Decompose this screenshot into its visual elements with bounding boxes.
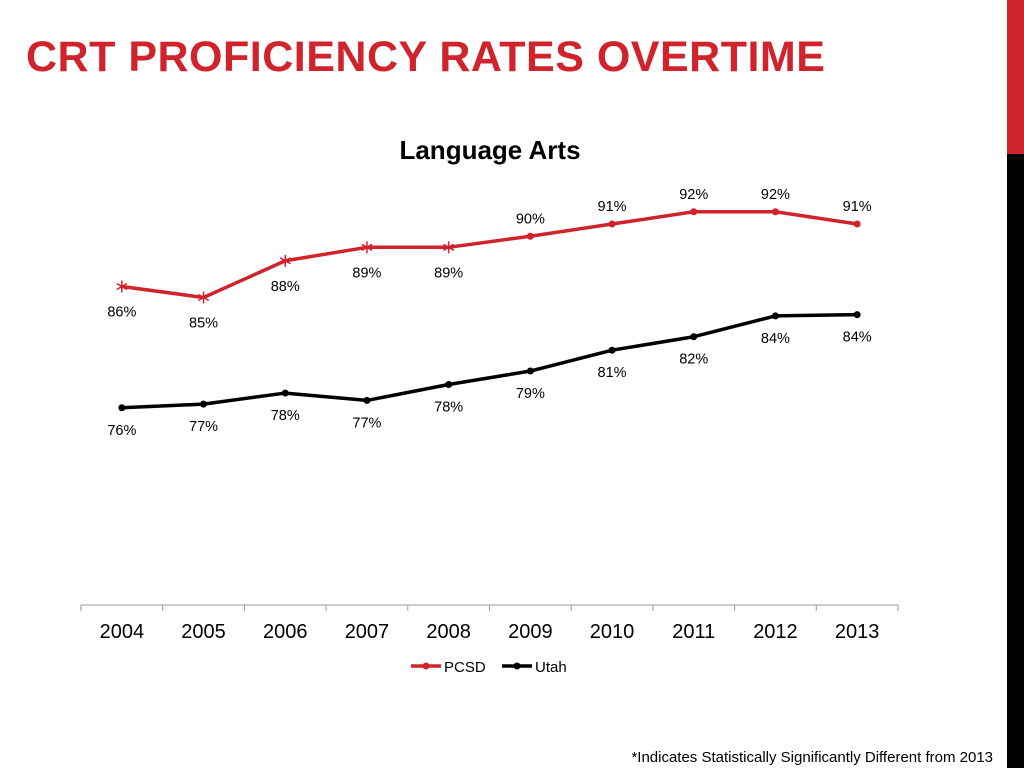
series-line-utah (120, 312, 859, 410)
x-tick-label: 2009 (508, 621, 553, 643)
asterisk-stroke (116, 282, 128, 291)
data-point (281, 389, 289, 397)
legend-swatch-marker (513, 662, 521, 670)
data-label: 82% (679, 352, 708, 368)
legend-item-pcsd: PCSD (411, 659, 486, 676)
footnote: *Indicates Statistically Significantly D… (631, 749, 993, 766)
x-tick-label: 2005 (181, 621, 226, 643)
data-label: 85% (189, 316, 218, 332)
asterisk-stroke (361, 243, 373, 251)
asterisk-stroke (197, 293, 210, 302)
data-label: 88% (271, 279, 300, 295)
data-label: 77% (189, 419, 218, 435)
data-point (118, 404, 126, 412)
asterisk-stroke (279, 257, 291, 265)
data-label: 89% (352, 265, 381, 281)
data-label: 78% (434, 400, 463, 416)
legend-label: PCSD (444, 659, 486, 676)
data-label: 77% (352, 415, 381, 431)
data-label: 90% (516, 211, 545, 227)
slide-title: CRT PROFICIENCY RATES OVERTIME (26, 33, 826, 81)
data-point (526, 232, 534, 240)
x-tick-label: 2010 (590, 621, 635, 643)
x-axis-ticks (80, 605, 899, 611)
data-point (200, 400, 208, 408)
x-tick-label: 2013 (835, 621, 880, 643)
x-tick-label: 2012 (753, 621, 798, 643)
x-tick-label: 2008 (426, 621, 471, 643)
side-accent-bar-red (1007, 0, 1024, 154)
side-accent-bar-black (1007, 154, 1024, 768)
chart-legend: PCSD Utah (411, 659, 567, 676)
data-label: 79% (516, 386, 545, 402)
asterisk-marker (361, 241, 373, 254)
x-tick-label: 2006 (263, 621, 308, 643)
data-point (690, 333, 698, 341)
series-line-pcsd (120, 210, 859, 300)
data-point (690, 208, 698, 216)
legend-label: Utah (535, 659, 567, 676)
legend-swatch-marker (422, 662, 430, 670)
data-label: 92% (761, 187, 790, 203)
data-point (445, 381, 453, 388)
data-label: 81% (598, 365, 627, 381)
data-point (363, 396, 371, 404)
series-layer: 86%85%88%89% 89%90%91%92% 92%91%76% 77%78% 7… (107, 187, 871, 439)
legend-item-utah: Utah (502, 659, 567, 676)
asterisk-marker (443, 241, 455, 254)
data-label: 91% (843, 199, 872, 215)
data-label: 84% (761, 331, 790, 347)
x-tick-label: 2011 (672, 621, 715, 643)
asterisk-stroke (443, 243, 455, 251)
x-tick-label: 2007 (345, 621, 390, 643)
line-chart: Language Arts 2004 2005 2006 2007 2008 2009 20… (80, 135, 899, 676)
data-point (771, 208, 779, 216)
data-label: 78% (271, 408, 300, 424)
series-pcsd: 86% 85% 88% 89% 89% 90% 91% 92% 92% 91% (107, 187, 871, 332)
chart-title: Language Arts (399, 135, 580, 165)
asterisk-marker (197, 291, 210, 304)
data-point (771, 312, 779, 320)
data-label: 89% (434, 265, 463, 281)
data-point (608, 346, 616, 354)
data-label: 91% (598, 199, 627, 215)
x-axis-tick-labels: 2004 2005 2006 2007 2008 2009 2010 2011 2012 2013 (100, 621, 880, 643)
data-point (853, 311, 861, 319)
data-label: 92% (679, 187, 708, 203)
data-label: 76% (107, 423, 136, 439)
asterisk-marker (279, 254, 291, 267)
data-label: 84% (843, 330, 872, 346)
asterisk-marker (116, 280, 128, 293)
series-utah: 76% 77% 78% 77% 78% 79% 81% 82% 84% 84% (107, 311, 872, 439)
data-point (853, 220, 861, 228)
data-point (608, 220, 616, 228)
x-tick-label: 2004 (100, 621, 145, 643)
data-point (526, 367, 534, 375)
data-label: 86% (107, 305, 136, 321)
